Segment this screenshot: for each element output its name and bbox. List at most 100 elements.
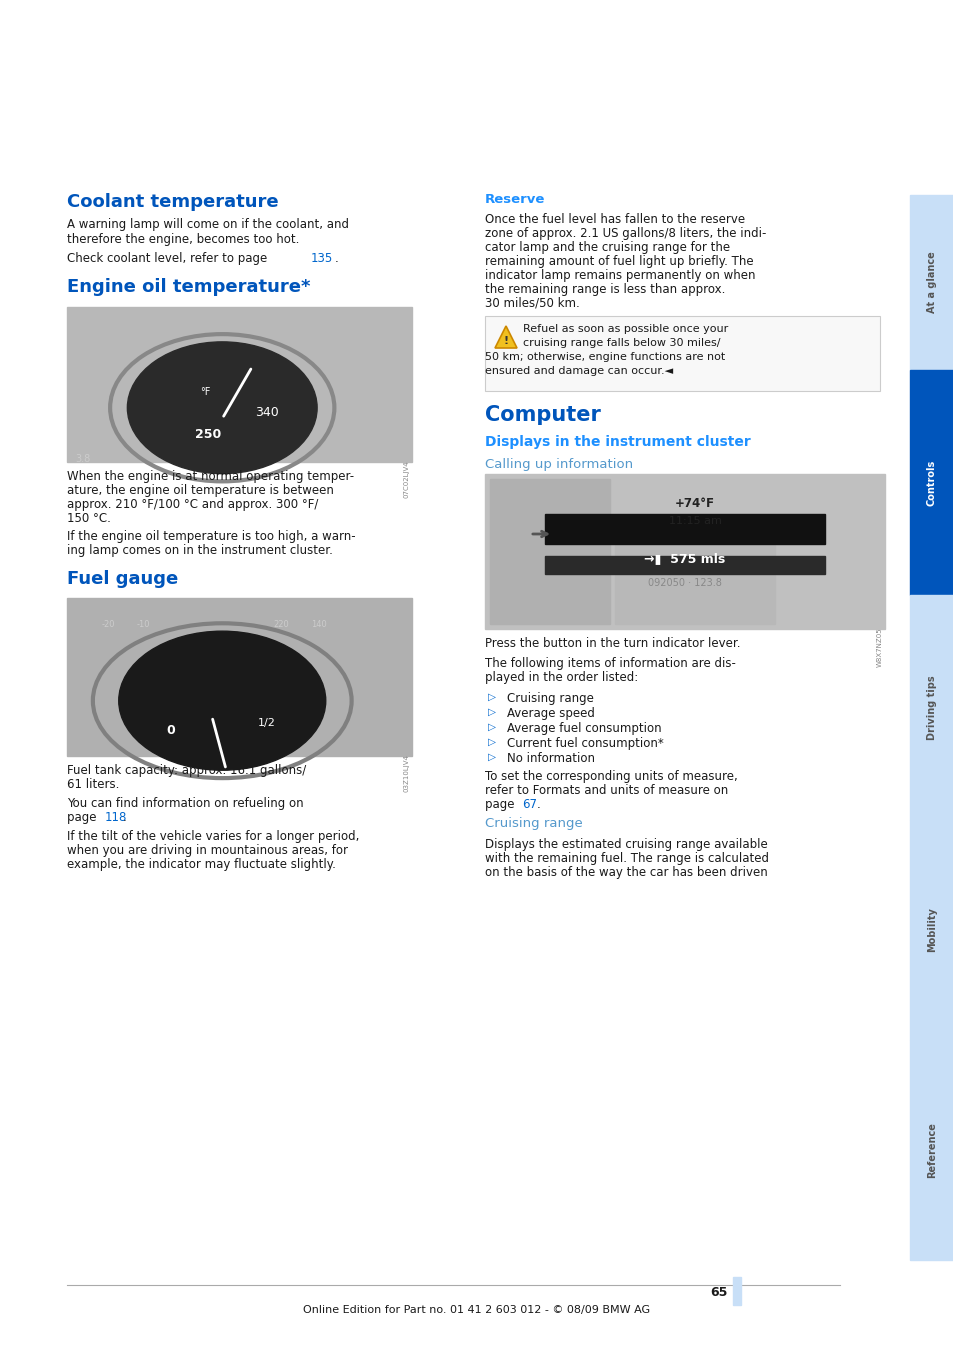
Text: .: .: [335, 252, 338, 265]
Text: Controls: Controls: [926, 459, 936, 506]
Text: approx. 210 °F/100 °C and approx. 300 °F/: approx. 210 °F/100 °C and approx. 300 °F…: [67, 498, 318, 512]
Text: At a glance: At a glance: [926, 251, 936, 313]
Text: To set the corresponding units of measure,: To set the corresponding units of measur…: [484, 769, 737, 783]
Text: example, the indicator may fluctuate slightly.: example, the indicator may fluctuate sli…: [67, 859, 335, 871]
Text: ▷: ▷: [488, 693, 496, 702]
Text: Displays in the instrument cluster: Displays in the instrument cluster: [484, 435, 750, 450]
Ellipse shape: [118, 632, 325, 771]
Text: Displays the estimated cruising range available: Displays the estimated cruising range av…: [484, 838, 767, 850]
Text: 65: 65: [710, 1287, 727, 1300]
Text: 3.8: 3.8: [75, 454, 91, 464]
Text: ing lamp comes on in the instrument cluster.: ing lamp comes on in the instrument clus…: [67, 544, 333, 558]
Bar: [732, 1277, 740, 1305]
Text: When the engine is at normal operating temper-: When the engine is at normal operating t…: [67, 470, 354, 483]
Text: 30 miles/50 km.: 30 miles/50 km.: [484, 297, 579, 310]
Text: ensured and damage can occur.◄: ensured and damage can occur.◄: [484, 366, 673, 377]
Text: Computer: Computer: [484, 405, 600, 425]
Text: 140: 140: [311, 621, 326, 629]
Text: page: page: [484, 798, 517, 811]
Bar: [67, 306, 412, 462]
Text: the remaining range is less than approx.: the remaining range is less than approx.: [484, 284, 724, 296]
Text: 092050 · 123.8: 092050 · 123.8: [647, 578, 721, 589]
Text: zone of approx. 2.1 US gallons/8 liters, the indi-: zone of approx. 2.1 US gallons/8 liters,…: [484, 227, 765, 240]
Text: 03Z10LJV4: 03Z10LJV4: [403, 755, 410, 792]
Text: when you are driving in mountainous areas, for: when you are driving in mountainous area…: [67, 844, 348, 857]
Text: Press the button in the turn indicator lever.: Press the button in the turn indicator l…: [484, 637, 740, 649]
Text: Driving tips: Driving tips: [926, 675, 936, 740]
Text: °F: °F: [199, 387, 210, 397]
Text: ▷: ▷: [488, 722, 496, 732]
Text: ature, the engine oil temperature is between: ature, the engine oil temperature is bet…: [67, 485, 334, 497]
Text: !: !: [503, 336, 508, 346]
Text: 250: 250: [195, 428, 221, 440]
Text: ▷: ▷: [488, 737, 496, 747]
Text: Reserve: Reserve: [484, 193, 545, 207]
Bar: [67, 598, 412, 756]
Bar: [615, 544, 774, 624]
Text: Average fuel consumption: Average fuel consumption: [506, 722, 661, 734]
Text: remaining amount of fuel light up briefly. The: remaining amount of fuel light up briefl…: [484, 255, 753, 269]
Polygon shape: [495, 325, 517, 348]
Text: .: .: [537, 798, 540, 811]
Text: page: page: [67, 811, 100, 824]
Text: If the engine oil temperature is too high, a warn-: If the engine oil temperature is too hig…: [67, 531, 355, 543]
Bar: [909, 595, 953, 819]
Text: -20: -20: [102, 621, 115, 629]
Text: ▷: ▷: [488, 707, 496, 717]
Text: Fuel tank capacity: approx. 16.1 gallons/: Fuel tank capacity: approx. 16.1 gallons…: [67, 764, 306, 778]
Text: +74°F: +74°F: [675, 498, 714, 510]
Text: 135: 135: [311, 252, 333, 265]
Bar: [909, 1040, 953, 1260]
Text: .: .: [123, 811, 127, 824]
Text: on the basis of the way the car has been driven: on the basis of the way the car has been…: [484, 865, 767, 879]
Text: Average speed: Average speed: [506, 707, 595, 720]
Text: Cruising range: Cruising range: [506, 693, 594, 705]
Text: Refuel as soon as possible once your: Refuel as soon as possible once your: [522, 324, 727, 333]
Bar: [909, 194, 953, 370]
Text: Reference: Reference: [926, 1122, 936, 1179]
Ellipse shape: [128, 342, 316, 474]
Text: 0: 0: [166, 724, 174, 737]
Bar: [909, 370, 953, 595]
Text: 50 km; otherwise, engine functions are not: 50 km; otherwise, engine functions are n…: [484, 352, 724, 362]
Bar: [544, 556, 824, 574]
Text: cruising range falls below 30 miles/: cruising range falls below 30 miles/: [522, 338, 720, 348]
Text: ▷: ▷: [488, 752, 496, 761]
Text: played in the order listed:: played in the order listed:: [484, 671, 638, 684]
Text: -10: -10: [136, 621, 150, 629]
Bar: [909, 819, 953, 1040]
Bar: [484, 474, 884, 629]
Text: Mobility: Mobility: [926, 907, 936, 953]
Text: with the remaining fuel. The range is calculated: with the remaining fuel. The range is ca…: [484, 852, 768, 865]
Text: The following items of information are dis-: The following items of information are d…: [484, 657, 735, 670]
Text: refer to Formats and units of measure on: refer to Formats and units of measure on: [484, 784, 727, 796]
Text: 150 °C.: 150 °C.: [67, 512, 111, 525]
Text: 1/2: 1/2: [258, 718, 275, 728]
Text: 61 liters.: 61 liters.: [67, 778, 119, 791]
Text: No information: No information: [506, 752, 595, 765]
Text: 118: 118: [105, 811, 128, 824]
Text: Online Edition for Part no. 01 41 2 603 012 - © 08/09 BMW AG: Online Edition for Part no. 01 41 2 603 …: [303, 1305, 650, 1315]
Text: Check coolant level, refer to page: Check coolant level, refer to page: [67, 252, 271, 265]
Text: 11:15 am: 11:15 am: [668, 516, 720, 526]
Bar: [544, 514, 824, 544]
Text: W8X7NZ05: W8X7NZ05: [876, 626, 882, 667]
Text: 07C02LJV4: 07C02LJV4: [403, 460, 410, 498]
Text: Once the fuel level has fallen to the reserve: Once the fuel level has fallen to the re…: [484, 213, 744, 225]
Text: A warning lamp will come on if the coolant, and: A warning lamp will come on if the coola…: [67, 217, 349, 231]
Text: 67: 67: [521, 798, 537, 811]
Text: Fuel gauge: Fuel gauge: [67, 570, 178, 589]
Text: Engine oil temperature*: Engine oil temperature*: [67, 278, 310, 296]
Text: Current fuel consumption*: Current fuel consumption*: [506, 737, 663, 751]
Text: therefore the engine, becomes too hot.: therefore the engine, becomes too hot.: [67, 234, 299, 246]
Text: If the tilt of the vehicle varies for a longer period,: If the tilt of the vehicle varies for a …: [67, 830, 359, 842]
Text: Calling up information: Calling up information: [484, 458, 633, 471]
Text: Cruising range: Cruising range: [484, 817, 582, 830]
Text: Coolant temperature: Coolant temperature: [67, 193, 278, 211]
Bar: [490, 479, 609, 624]
Text: You can find information on refueling on: You can find information on refueling on: [67, 796, 303, 810]
Text: 220: 220: [273, 621, 289, 629]
Text: 340: 340: [255, 406, 278, 418]
Text: indicator lamp remains permanently on when: indicator lamp remains permanently on wh…: [484, 269, 755, 282]
Text: →▮  575 mls: →▮ 575 mls: [643, 552, 725, 566]
